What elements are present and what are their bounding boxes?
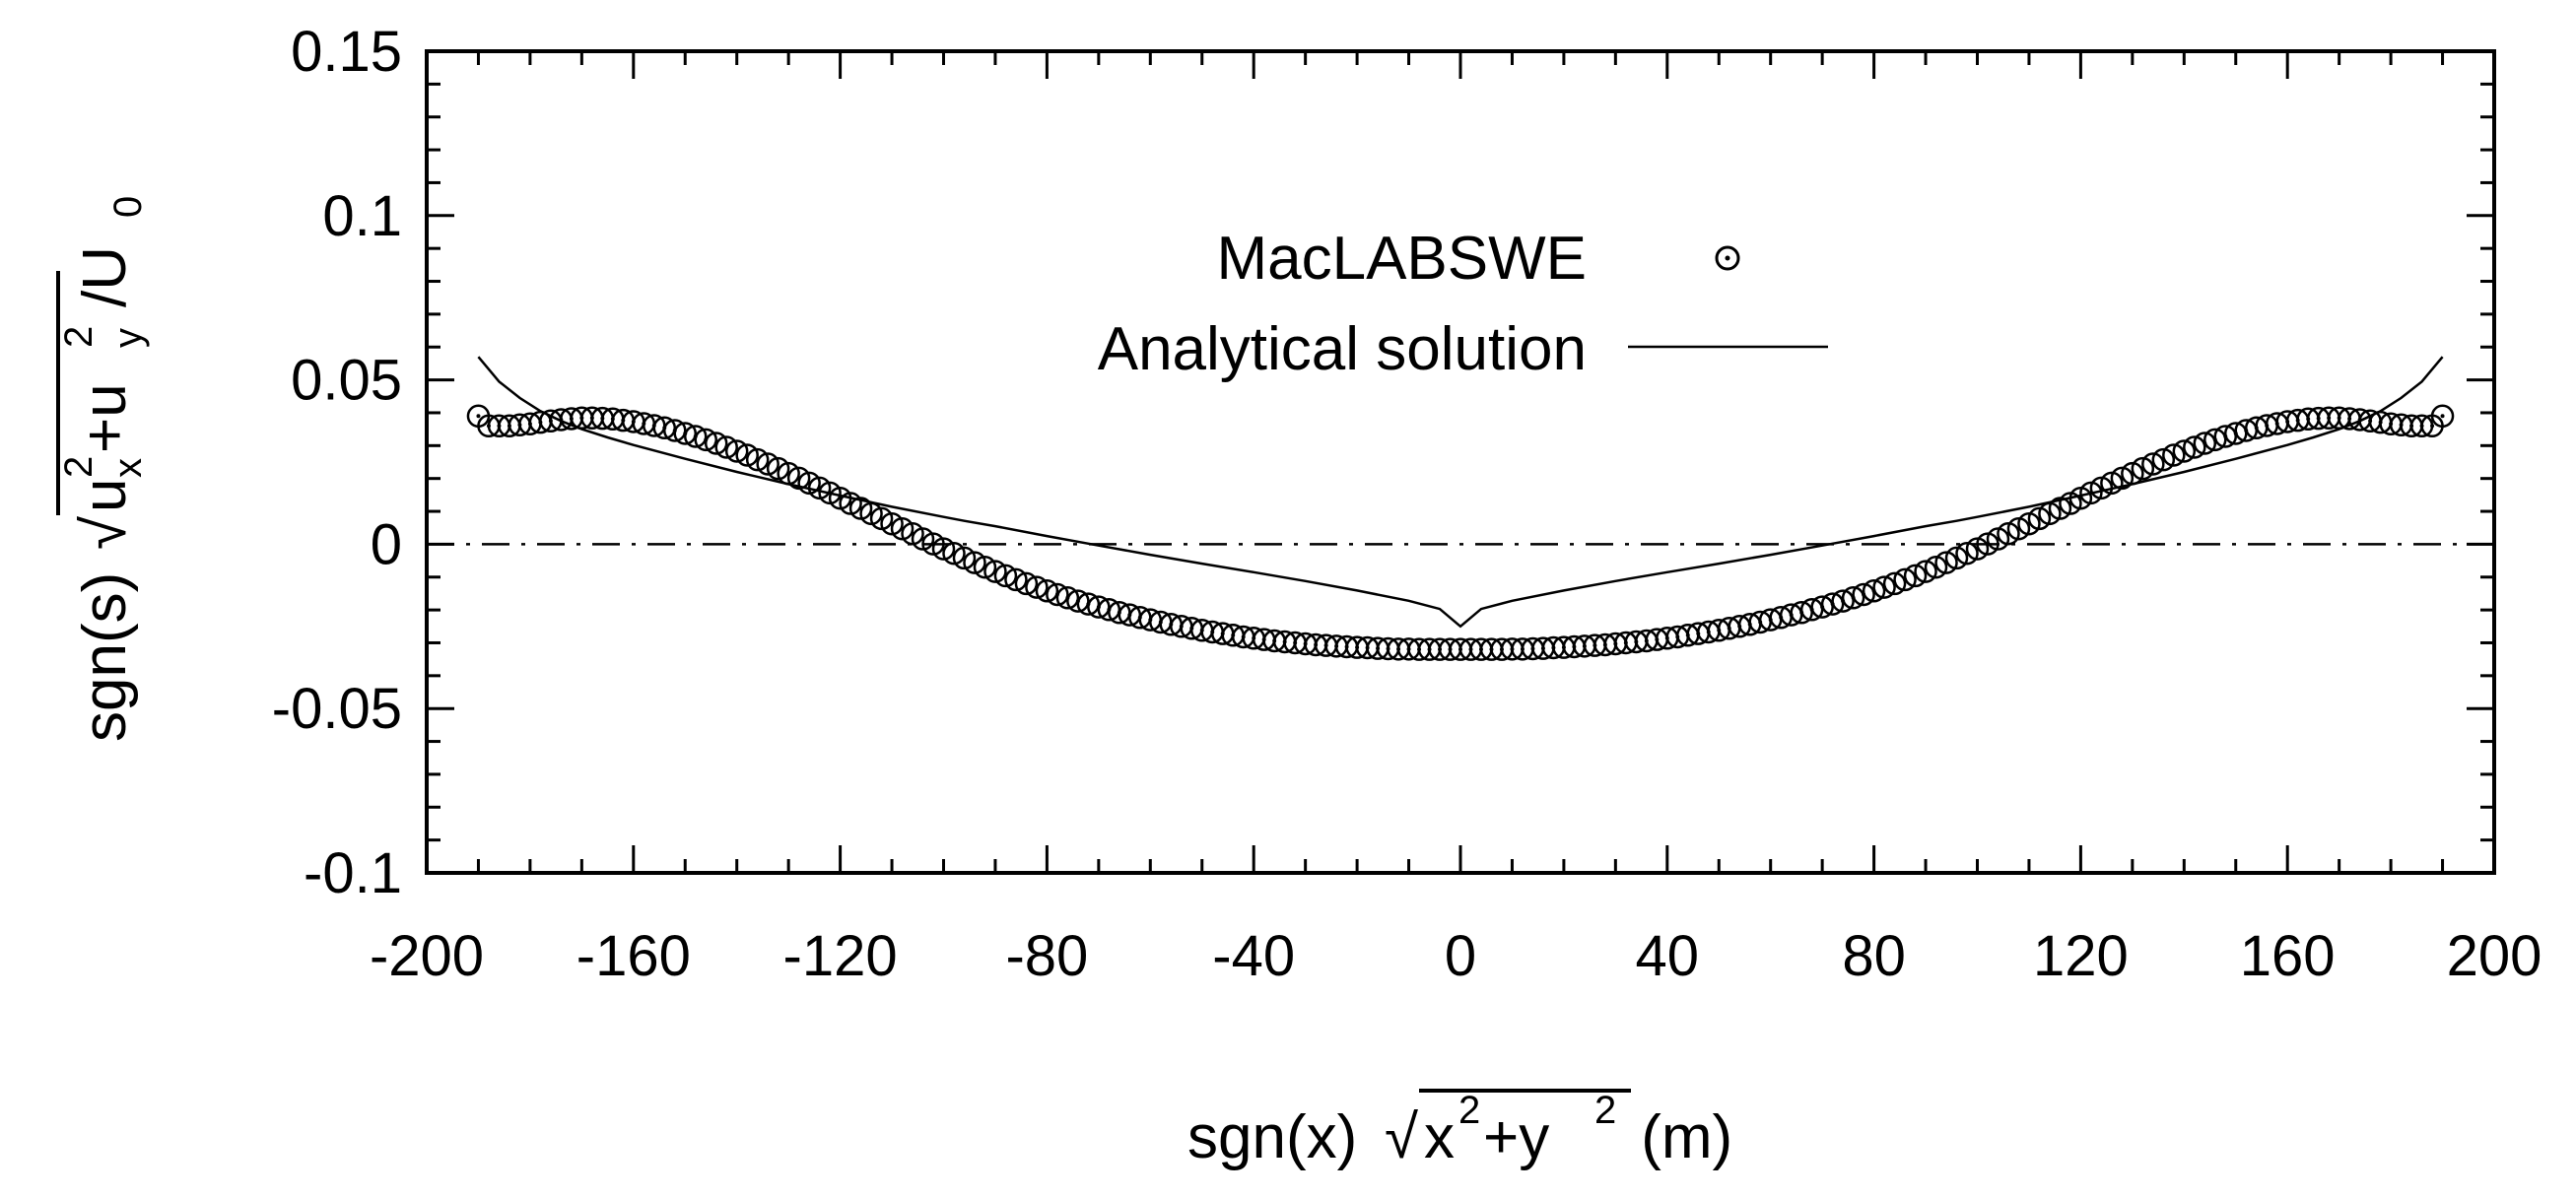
x-axis-title-unit: (m) [1624,1103,1732,1171]
y-axis-title-suffix-subscript: 0 [106,196,150,218]
x-tick-label: 80 [1842,924,1906,988]
y-axis-title-u1-subscript: x [106,458,150,478]
svg-text:2: 2 [1594,1089,1616,1132]
svg-text:u: u [71,479,139,512]
svg-text:2: 2 [57,456,101,478]
x-tick-label: -80 [1005,924,1088,988]
svg-text:x: x [106,458,150,478]
x-tick-label: -40 [1212,924,1295,988]
svg-text:2: 2 [1458,1089,1480,1132]
legend-label-analytical-solution: Analytical solution [1098,315,1587,383]
svg-text:sgn(x): sgn(x) [1187,1103,1357,1171]
x-tick-label: 200 [2447,924,2542,988]
svg-text:2: 2 [57,326,101,348]
y-tick-label: 0 [371,512,402,576]
x-axis-title-x-exponent: 2 [1458,1089,1480,1132]
y-axis-title-suffix: /U [71,246,139,307]
legend-marker-maclabswe-dot [1725,255,1730,261]
y-axis-title-prefix: sgn(s) [71,572,139,742]
y-axis-title-u1-exponent: 2 [57,456,101,478]
y-axis-title-u2-exponent: 2 [57,326,101,348]
x-tick-label: 120 [2033,924,2129,988]
svg-text:√: √ [71,516,139,550]
y-tick-label: 0.15 [291,20,402,84]
data-point-maclabswe [2430,404,2455,429]
y-axis-title: sgn(s) √ u x 2 +u y 2 /U 0 [56,196,150,742]
x-tick-label: 0 [1445,924,1476,988]
y-tick-label: -0.1 [304,841,402,905]
y-axis-title-u1: u [71,479,139,512]
x-tick-label: 40 [1636,924,1700,988]
svg-text:y: y [106,328,150,348]
x-axis-title-y: +y [1483,1103,1549,1171]
x-axis: -200 -160 -120 -80 -40 0 40 80 120 160 200 [370,51,2542,988]
svg-text:+u: +u [71,383,139,453]
svg-text:0: 0 [106,196,150,218]
y-tick-label: 0.1 [322,184,402,248]
x-axis-title: sgn(x) √ x 2 +y 2 (m) [1187,1089,1732,1171]
series-analytical-solution-line [477,356,2444,629]
x-tick-label: -120 [783,924,898,988]
series-maclabswe-markers [466,404,2455,661]
x-tick-label: -200 [370,924,484,988]
y-axis-title-radical: √ [71,516,139,550]
svg-text:+y: +y [1483,1103,1549,1171]
legend-marker-maclabswe [1715,245,1740,271]
x-axis-title-y-exponent: 2 [1594,1089,1616,1132]
x-axis-title-x: x [1424,1103,1455,1171]
x-tick-label: -160 [576,924,691,988]
svg-text:/U: /U [71,246,139,307]
x-axis-title-radical: √ [1385,1103,1418,1171]
y-axis: -0.1 -0.05 0 0.05 0.1 0.15 [272,20,2494,905]
y-tick-label: -0.05 [272,677,402,741]
y-axis-title-u2: +u [71,383,139,453]
svg-text:√: √ [1385,1103,1418,1171]
x-axis-title-prefix: sgn(x) [1187,1103,1357,1171]
x-tick-label: 160 [2240,924,2336,988]
svg-text:(m): (m) [1624,1103,1732,1171]
y-tick-label: 0.05 [291,349,402,413]
y-axis-title-u2-subscript: y [106,328,150,348]
legend: MacLABSWE Analytical solution [1098,225,1828,383]
legend-label-maclabswe: MacLABSWE [1216,225,1587,293]
svg-text:x: x [1424,1103,1455,1171]
svg-text:sgn(s): sgn(s) [71,572,139,742]
